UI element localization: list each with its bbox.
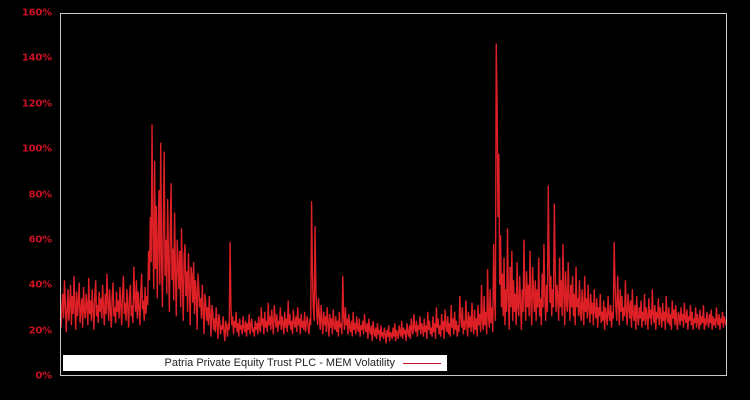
y-axis-tick-label: 140% <box>21 52 52 64</box>
y-axis-tick-label: 40% <box>28 279 53 291</box>
y-axis: 0% 20% 40% 60% 80% 100% 120% 140% 160% <box>0 0 60 400</box>
plot-area <box>60 13 727 376</box>
y-axis-tick-label: 100% <box>21 143 52 155</box>
y-axis-tick-label: 120% <box>21 98 52 110</box>
legend-line-swatch <box>403 362 441 364</box>
y-axis-tick-label: 60% <box>28 234 53 246</box>
y-axis-tick-label: 0% <box>35 370 52 382</box>
y-axis-tick-label: 160% <box>21 7 52 19</box>
y-axis-tick-label: 80% <box>28 189 53 200</box>
y-axis-tick-label: 20% <box>28 325 53 337</box>
series-line-volatility <box>61 14 726 375</box>
chart-legend: Patria Private Equity Trust PLC - MEM Vo… <box>63 355 447 371</box>
legend-label: Patria Private Equity Trust PLC - MEM Vo… <box>164 357 395 369</box>
series-path <box>61 43 726 343</box>
